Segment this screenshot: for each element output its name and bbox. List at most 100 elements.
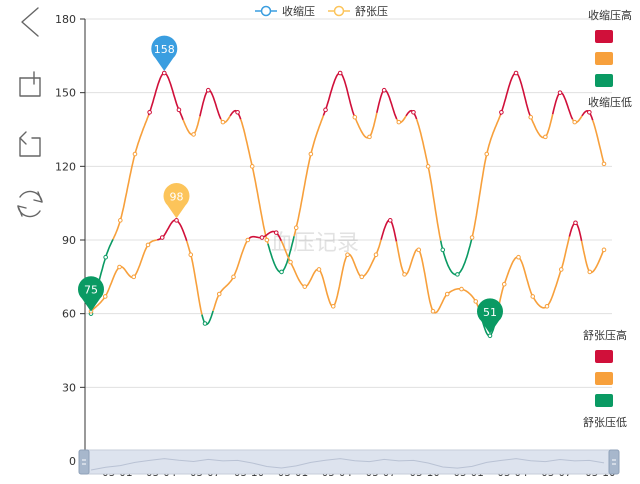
mark-pin[interactable]: 98 [163,182,190,219]
data-point[interactable] [117,264,122,270]
data-point[interactable] [516,254,521,260]
data-point[interactable] [330,304,336,309]
data-point[interactable] [440,247,446,253]
data-point[interactable] [425,164,431,169]
data-point[interactable] [323,107,328,113]
series-segment [201,310,214,326]
data-point[interactable] [132,151,138,157]
data-point[interactable] [587,110,592,115]
series-segment [229,109,242,120]
data-point[interactable] [411,110,416,115]
data-point[interactable] [381,87,387,93]
data-point[interactable] [530,294,536,299]
data-point[interactable] [359,274,365,280]
data-point[interactable] [373,252,379,258]
series-segment [182,116,201,136]
data-point[interactable] [147,110,152,115]
data-point[interactable] [543,134,548,140]
data-point[interactable] [273,230,279,235]
series-segment [415,118,442,241]
data-point[interactable] [202,321,208,326]
data-point[interactable] [513,70,519,76]
data-point[interactable] [308,151,314,157]
data-point[interactable] [345,252,350,258]
data-point[interactable] [176,107,182,113]
data-point[interactable] [103,254,108,260]
data-point[interactable] [473,299,479,304]
restore-icon[interactable] [17,190,43,218]
mark-pin-label: 98 [170,190,184,203]
data-point[interactable] [430,308,436,314]
data-point[interactable] [501,281,507,287]
data-point[interactable] [231,274,236,280]
mark-pin-shape [163,182,190,219]
data-point[interactable] [455,272,460,277]
data-point[interactable] [416,247,422,253]
data-point[interactable] [191,132,196,137]
data-point[interactable] [352,114,358,120]
data-point[interactable] [288,259,293,265]
mark-pin[interactable]: 158 [151,35,178,72]
data-point[interactable] [528,114,534,120]
data-point[interactable] [220,119,226,125]
data-point[interactable] [293,225,299,231]
data-point[interactable] [216,291,222,297]
zoom-in-icon[interactable] [19,71,41,97]
legend-item-systolic[interactable]: 收缩压 [255,4,315,18]
data-zoom-slider[interactable] [78,449,620,475]
data-point[interactable] [444,291,450,297]
visual-map-swatch[interactable] [595,350,613,363]
visual-map-swatch[interactable] [595,74,613,87]
data-point[interactable] [499,110,504,115]
data-point[interactable] [367,134,372,140]
data-point[interactable] [279,269,284,275]
data-point[interactable] [459,286,464,292]
visual-map-swatch[interactable] [595,30,613,43]
data-point[interactable] [601,161,607,167]
data-point[interactable] [484,151,490,157]
data-point[interactable] [145,242,151,248]
data-point[interactable] [264,237,270,243]
data-point[interactable] [387,218,393,223]
data-point[interactable] [161,70,167,76]
visual-map-swatch[interactable] [595,372,613,385]
data-point[interactable] [337,70,343,76]
data-point[interactable] [572,119,577,125]
data-point[interactable] [402,272,407,277]
data-point[interactable] [558,267,564,272]
data-point[interactable] [235,110,240,115]
zoom-reset-icon[interactable] [19,131,41,157]
data-point[interactable] [316,267,322,272]
series-segment [380,219,398,242]
legend-item-diastolic[interactable]: 舒张压 [328,4,388,18]
back-icon[interactable] [21,7,39,37]
data-point[interactable] [131,274,137,280]
data-point[interactable] [557,90,563,95]
data-point[interactable] [469,235,475,240]
data-point[interactable] [188,252,194,258]
data-zoom-handle-right[interactable] [608,449,620,475]
data-point[interactable] [302,284,308,289]
data-point[interactable] [259,235,265,240]
data-point[interactable] [102,294,108,299]
data-point[interactable] [544,304,550,309]
data-point[interactable] [159,235,165,240]
data-point[interactable] [118,218,123,223]
visual-map-swatch[interactable] [595,394,613,407]
data-point[interactable] [245,237,251,243]
data-zoom-handle-left[interactable] [78,449,90,475]
mark-pin[interactable]: 75 [78,276,104,312]
data-point[interactable] [396,119,402,125]
data-point[interactable] [174,218,179,223]
data-point[interactable] [487,333,493,339]
series-segment [580,240,605,274]
mark-pin[interactable]: 51 [476,298,503,334]
data-zoom-track[interactable] [84,449,615,475]
data-point[interactable] [249,164,255,169]
data-point[interactable] [587,269,593,275]
data-point[interactable] [573,220,578,226]
data-point[interactable] [601,247,607,253]
visual-map-swatch[interactable] [595,52,613,65]
data-point[interactable] [205,87,211,93]
